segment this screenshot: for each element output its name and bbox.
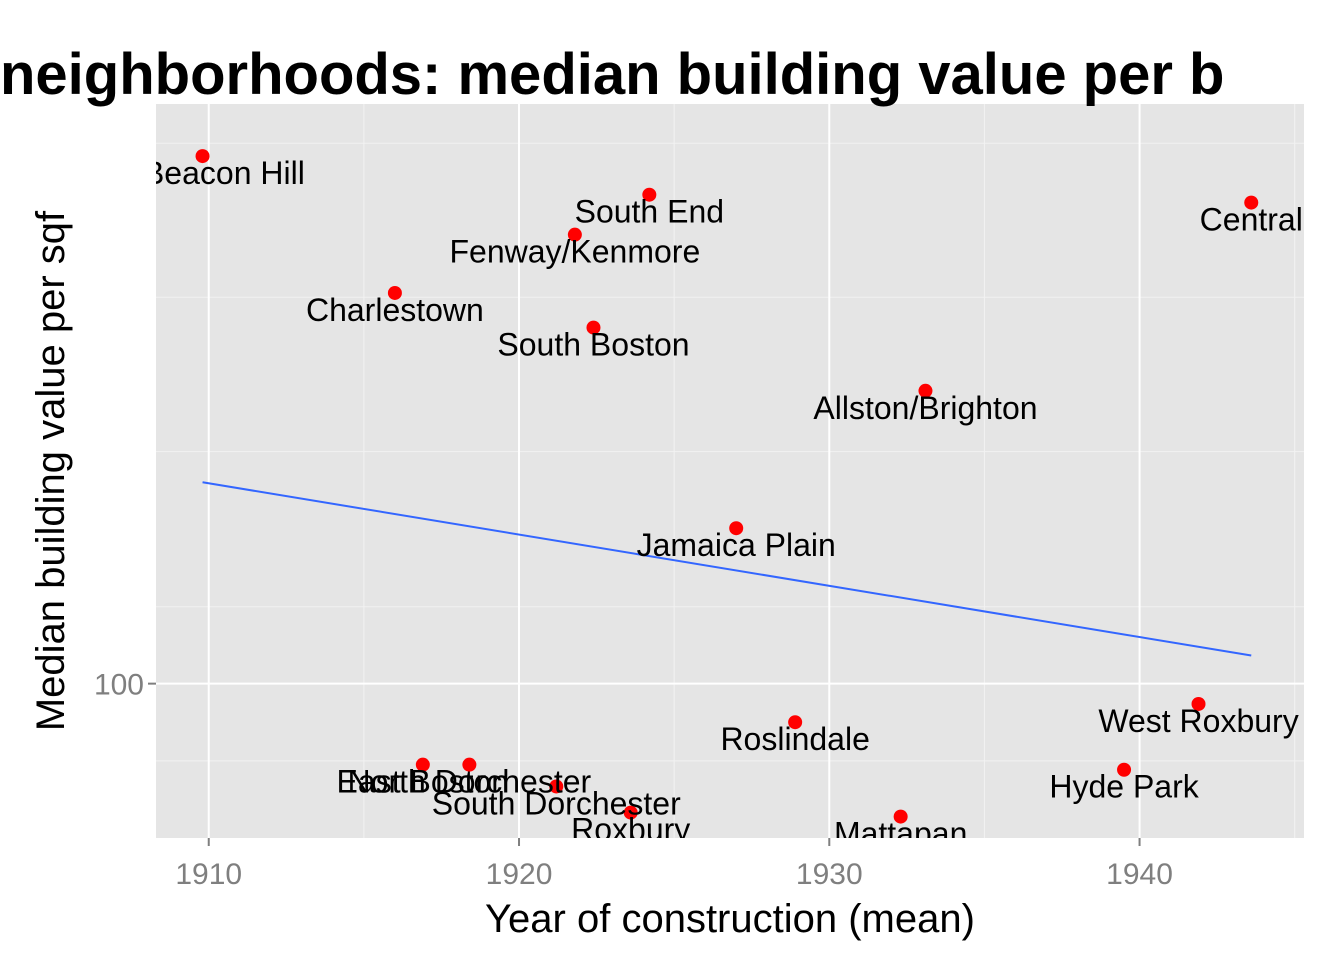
x-tick-label: 1910 [175, 858, 242, 891]
x-axis-title: Year of construction (mean) [485, 897, 975, 941]
grid-lines [156, 104, 1304, 838]
data-point [623, 805, 638, 820]
point-label: North Dorchester [348, 764, 592, 800]
point-label: Jamaica Plain [637, 527, 836, 563]
x-tick-label: 1920 [486, 858, 553, 891]
data-point [549, 779, 564, 794]
point-label: Allston/Brighton [813, 390, 1037, 426]
data-point [918, 383, 933, 398]
point-labels: ay/Beacon Hill South End Central Fenway/Ken… [100, 155, 1303, 852]
x-tick-label: 1940 [1106, 858, 1173, 891]
data-point [586, 320, 601, 335]
point-label: Hyde Park [1049, 769, 1199, 805]
data-point [1244, 195, 1259, 210]
data-point [195, 149, 210, 164]
point-label: Roxbury [571, 812, 690, 848]
point-label: Charlestown [306, 292, 484, 328]
y-axis-title: Median building value per sqf [29, 210, 73, 731]
data-point [567, 227, 582, 242]
data-point [642, 187, 657, 202]
trend-line-layer [202, 481, 1252, 657]
point-label: Roslindale [720, 721, 869, 757]
axis-ticks: 1910 1920 1930 1940 100 [94, 669, 1173, 891]
point-label: East Boston [337, 764, 510, 800]
point-label: ay/Beacon Hill [100, 155, 305, 191]
data-point [1191, 696, 1206, 711]
data-point [462, 757, 477, 772]
data-point [788, 715, 803, 730]
point-label: Mattapan [834, 816, 967, 852]
point-label: South Boston [497, 327, 689, 363]
y-tick-label: 100 [94, 669, 144, 702]
chart-title: neighborhoods: median building value per… [0, 42, 1225, 107]
x-tick-label: 1930 [796, 858, 863, 891]
data-point [415, 757, 430, 772]
trend-line [202, 481, 1252, 657]
point-label: Central [1200, 202, 1303, 238]
point-label: West Roxbury [1098, 703, 1298, 739]
plot-panel [156, 104, 1304, 838]
data-point [893, 809, 908, 824]
data-point [387, 285, 402, 300]
point-label: South Dorchester [432, 785, 681, 821]
data-point [729, 521, 744, 536]
panel-background [156, 104, 1304, 838]
point-label: South End [575, 194, 724, 230]
data-point [1117, 762, 1132, 777]
data-points [195, 149, 1259, 824]
point-label: Fenway/Kenmore [449, 234, 700, 270]
